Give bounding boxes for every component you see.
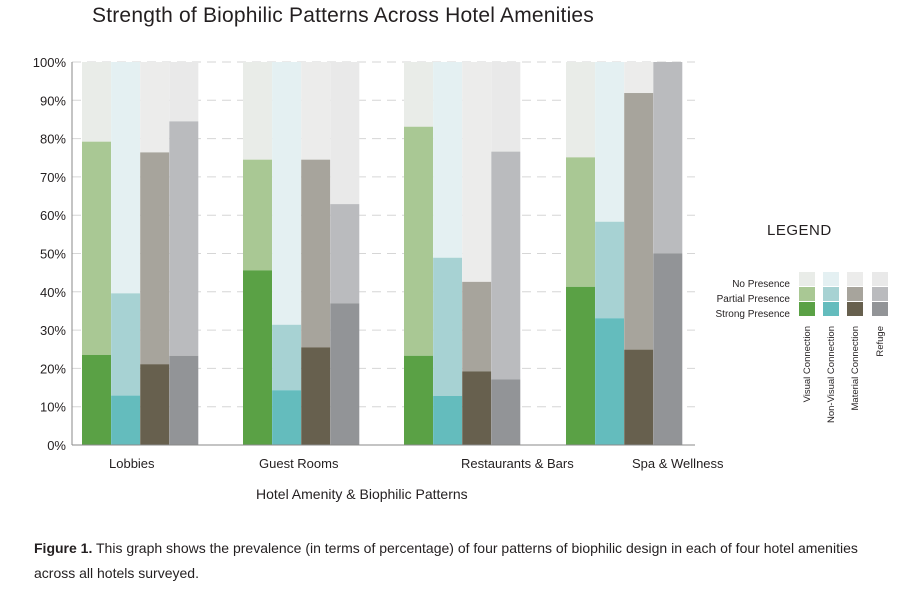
- legend-swatch-visual-connection-no-presence: [799, 272, 815, 286]
- bar-no-presence-non-visual-connection-lobbies: [111, 62, 141, 294]
- bar-no-presence-material-connection-spa-and-wellness: [624, 62, 654, 94]
- bar-no-presence-visual-connection-guest-rooms: [243, 62, 272, 160]
- bar-strong-presence-material-connection-guest-rooms: [301, 347, 331, 445]
- bar-no-presence-non-visual-connection-spa-and-wellness: [595, 62, 625, 222]
- bar-partial-presence-visual-connection-restaurants-and-bars: [404, 126, 433, 356]
- y-tick-label: 30%: [40, 323, 66, 338]
- legend-level-label: Partial Presence: [717, 294, 791, 305]
- bar-strong-presence-refuge-guest-rooms: [330, 303, 360, 445]
- x-axis-label: Hotel Amenity & Biophilic Patterns: [256, 486, 468, 502]
- y-tick-label: 10%: [40, 400, 66, 415]
- x-tick-label: Spa & Wellness: [632, 456, 724, 471]
- y-tick-label: 100%: [33, 55, 67, 70]
- bar-strong-presence-non-visual-connection-guest-rooms: [272, 390, 302, 445]
- y-tick-labels: 0% 10% 20% 30% 40% 50% 60% 70% 80% 90% 100%: [33, 55, 67, 453]
- legend-swatch-refuge-partial-presence: [872, 287, 888, 301]
- bar-no-presence-material-connection-lobbies: [140, 62, 170, 153]
- bar-partial-presence-refuge-guest-rooms: [330, 204, 360, 304]
- bar-partial-presence-material-connection-restaurants-and-bars: [462, 281, 492, 372]
- legend-series-label: Non-Visual Connection: [826, 326, 837, 423]
- bar-partial-presence-material-connection-lobbies: [140, 152, 170, 365]
- y-tick-label: 40%: [40, 285, 66, 300]
- figure-caption: Figure 1. This graph shows the prevalenc…: [34, 536, 874, 586]
- bar-strong-presence-refuge-restaurants-and-bars: [491, 379, 521, 445]
- legend-swatch-refuge-no-presence: [872, 272, 888, 286]
- bar-strong-presence-visual-connection-spa-and-wellness: [566, 286, 595, 445]
- bar-partial-presence-visual-connection-spa-and-wellness: [566, 157, 595, 287]
- legend: No Presence Partial Presence Strong Presen…: [716, 272, 888, 423]
- bar-strong-presence-refuge-spa-and-wellness: [653, 253, 683, 445]
- y-tick-label: 90%: [40, 93, 66, 108]
- legend-swatch-non-visual-connection-strong-presence: [823, 302, 839, 316]
- bar-partial-presence-visual-connection-lobbies: [82, 141, 111, 355]
- legend-series-label: Visual Connection: [802, 326, 813, 402]
- bar-strong-presence-material-connection-restaurants-and-bars: [462, 371, 492, 445]
- bar-partial-presence-visual-connection-guest-rooms: [243, 159, 272, 271]
- bar-strong-presence-visual-connection-restaurants-and-bars: [404, 355, 433, 445]
- bar-partial-presence-non-visual-connection-restaurants-and-bars: [433, 257, 463, 396]
- bar-strong-presence-non-visual-connection-restaurants-and-bars: [433, 395, 463, 445]
- bar-strong-presence-material-connection-lobbies: [140, 364, 170, 445]
- bar-no-presence-non-visual-connection-guest-rooms: [272, 62, 302, 325]
- x-tick-label: Lobbies: [109, 456, 155, 471]
- legend-title: LEGEND: [767, 222, 832, 239]
- legend-swatch-visual-connection-partial-presence: [799, 287, 815, 301]
- y-tick-label: 0%: [47, 438, 66, 453]
- bar-strong-presence-non-visual-connection-spa-and-wellness: [595, 318, 625, 445]
- y-tick-label: 20%: [40, 361, 66, 376]
- bar-strong-presence-visual-connection-lobbies: [82, 354, 111, 445]
- caption-text: This graph shows the prevalence (in term…: [34, 540, 858, 581]
- bar-partial-presence-material-connection-spa-and-wellness: [624, 93, 654, 350]
- y-tick-label: 50%: [40, 247, 66, 262]
- legend-swatch-material-connection-strong-presence: [847, 302, 863, 316]
- bar-no-presence-material-connection-restaurants-and-bars: [462, 62, 492, 282]
- axes: [71, 62, 695, 446]
- bar-no-presence-visual-connection-restaurants-and-bars: [404, 62, 433, 127]
- bar-strong-presence-non-visual-connection-lobbies: [111, 395, 141, 445]
- bar-strong-presence-material-connection-spa-and-wellness: [624, 349, 654, 445]
- y-tick-label: 70%: [40, 170, 66, 185]
- legend-level-label: Strong Presence: [716, 309, 791, 320]
- bar-partial-presence-refuge-lobbies: [169, 121, 199, 356]
- legend-level-label: No Presence: [732, 279, 790, 290]
- legend-swatch-material-connection-partial-presence: [847, 287, 863, 301]
- y-tick-label: 80%: [40, 132, 66, 147]
- legend-swatch-non-visual-connection-partial-presence: [823, 287, 839, 301]
- bar-partial-presence-non-visual-connection-guest-rooms: [272, 324, 302, 391]
- caption-label: Figure 1.: [34, 540, 93, 556]
- bar-partial-presence-refuge-restaurants-and-bars: [491, 151, 521, 380]
- bar-no-presence-non-visual-connection-restaurants-and-bars: [433, 62, 463, 258]
- bar-no-presence-visual-connection-lobbies: [82, 62, 111, 142]
- bar-no-presence-refuge-guest-rooms: [330, 62, 360, 205]
- x-tick-label: Guest Rooms: [259, 456, 339, 471]
- x-tick-label: Restaurants & Bars: [461, 456, 574, 471]
- bar-partial-presence-material-connection-guest-rooms: [301, 159, 331, 348]
- bar-partial-presence-refuge-spa-and-wellness: [653, 62, 683, 254]
- bar-no-presence-material-connection-guest-rooms: [301, 62, 331, 160]
- legend-series-label: Material Connection: [850, 326, 861, 411]
- bar-strong-presence-visual-connection-guest-rooms: [243, 270, 272, 445]
- legend-swatch-non-visual-connection-no-presence: [823, 272, 839, 286]
- bar-strong-presence-refuge-lobbies: [169, 355, 199, 445]
- legend-swatch-material-connection-no-presence: [847, 272, 863, 286]
- bar-partial-presence-non-visual-connection-spa-and-wellness: [595, 221, 625, 319]
- bar-partial-presence-non-visual-connection-lobbies: [111, 293, 141, 396]
- bar-no-presence-refuge-lobbies: [169, 62, 199, 122]
- bar-no-presence-visual-connection-spa-and-wellness: [566, 62, 595, 158]
- x-tick-labels: Lobbies Guest Rooms Restaurants & Bars Spa …: [109, 456, 724, 471]
- legend-series-label: Refuge: [875, 326, 886, 357]
- y-tick-label: 60%: [40, 208, 66, 223]
- bars: [82, 62, 683, 445]
- bar-no-presence-refuge-restaurants-and-bars: [491, 62, 521, 152]
- legend-swatch-refuge-strong-presence: [872, 302, 888, 316]
- chart: 0% 10% 20% 30% 40% 50% 60% 70% 80% 90% 100% Lobbie…: [33, 55, 888, 471]
- legend-swatch-visual-connection-strong-presence: [799, 302, 815, 316]
- chart-title: Strength of Biophilic Patterns Across Ho…: [92, 4, 595, 27]
